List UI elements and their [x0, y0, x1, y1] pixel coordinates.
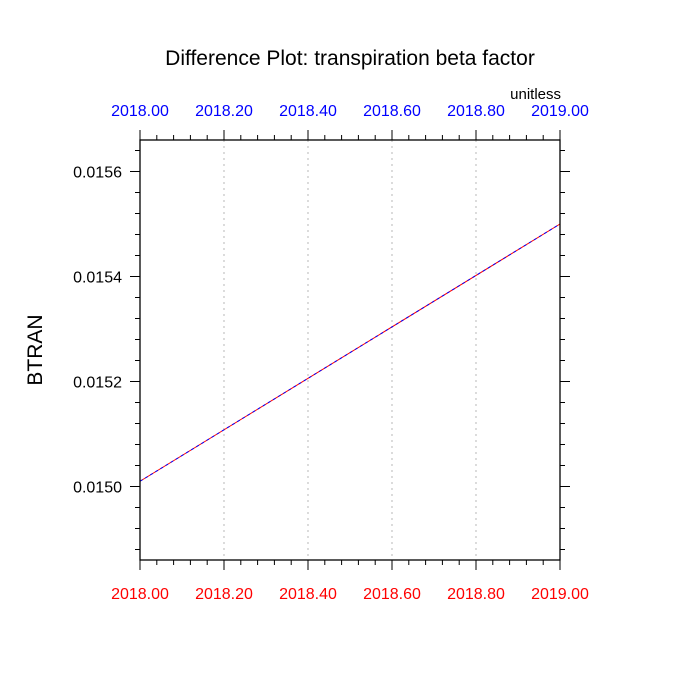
series-lines: [139, 223, 561, 482]
x-tick-label-top: 2018.40: [279, 103, 337, 120]
y-axis-label: BTRAN: [24, 314, 47, 385]
x-tick-label-bottom: 2018.40: [279, 586, 337, 603]
x-tick-label-top: 2018.00: [111, 103, 169, 120]
series-line-2: [139, 223, 561, 482]
y-tick-label: 0.0154: [73, 270, 122, 287]
axis-ticks: [130, 130, 570, 570]
x-tick-label-top: 2019.00: [531, 103, 589, 120]
tick-labels: 0.0150 0.0152 0.0154 0.0156 2018.00 2018.00 20…: [73, 103, 589, 603]
chart-title: Difference Plot: transpiration beta fact…: [165, 47, 535, 70]
units-label: unitless: [510, 86, 561, 103]
y-tick-label: 0.0156: [73, 165, 122, 182]
y-tick-label: 0.0150: [73, 480, 122, 497]
x-tick-label-bottom: 2018.20: [195, 586, 253, 603]
x-tick-label-bottom: 2018.60: [363, 586, 421, 603]
x-tick-label-top: 2018.60: [363, 103, 421, 120]
x-tick-label-bottom: 2018.80: [447, 586, 505, 603]
x-tick-label-bottom: 2018.00: [111, 586, 169, 603]
grid-lines: [223, 140, 477, 560]
x-tick-label-bottom: 2019.00: [531, 586, 589, 603]
x-tick-label-top: 2018.20: [195, 103, 253, 120]
plot-frame: [139, 139, 561, 561]
y-tick-label: 0.0152: [73, 375, 122, 392]
x-tick-label-top: 2018.80: [447, 103, 505, 120]
